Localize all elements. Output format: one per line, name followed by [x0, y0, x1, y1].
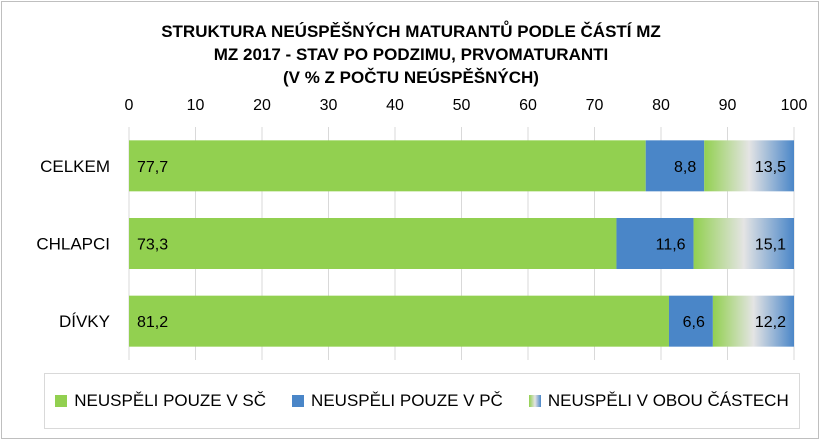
x-tick-label-60: 60: [519, 97, 537, 114]
x-tick-label-100: 100: [781, 97, 808, 114]
data-label-0-series-0: 77,7: [137, 159, 168, 176]
legend-swatch-pc: [292, 395, 305, 407]
legend-item-sc: NEUSPĚLI POUZE V SČ: [55, 391, 266, 411]
bar-0-series-1: [645, 140, 705, 192]
chart-legend: NEUSPĚLI POUZE V SČ NEUSPĚLI POUZE V PČ …: [44, 373, 800, 429]
category-label-2: DÍVKY: [59, 312, 110, 331]
data-label-2-series-0: 81,2: [137, 314, 168, 331]
chart-title-line-1: STRUKTURA NEÚSPĚŠNÝCH MATURANTŮ PODLE ČÁ…: [161, 22, 661, 41]
bar-2-series-2: [712, 295, 794, 347]
bar-2-series-1: [668, 295, 713, 347]
x-tick-label-80: 80: [652, 97, 670, 114]
data-label-1-series-2: 15,1: [755, 237, 786, 254]
bar-1-series-2: [693, 218, 794, 269]
x-tick-label-30: 30: [320, 97, 338, 114]
x-tick-label-20: 20: [253, 97, 271, 114]
legend-swatch-both: [528, 395, 541, 407]
bar-2-series-0: [129, 295, 669, 347]
chart-title-line-2: MZ 2017 - STAV PO PODZIMU, PRVOMATURANTI: [213, 45, 609, 64]
data-label-1-series-0: 73,3: [137, 237, 168, 254]
category-label-1: CHLAPCI: [36, 235, 110, 254]
x-tick-label-40: 40: [386, 97, 404, 114]
x-tick-label-50: 50: [453, 97, 471, 114]
x-tick-label-90: 90: [719, 97, 737, 114]
legend-label-sc: NEUSPĚLI POUZE V SČ: [74, 391, 267, 410]
bar-0-series-0: [129, 140, 646, 192]
legend-label-pc: NEUSPĚLI POUZE V PČ: [311, 391, 503, 410]
legend-swatch-sc: [55, 395, 68, 407]
bar-1-series-1: [616, 218, 694, 269]
legend-item-pc: NEUSPĚLI POUZE V PČ: [292, 391, 503, 411]
data-label-2-series-1: 6,6: [683, 314, 705, 331]
x-tick-label-70: 70: [586, 97, 604, 114]
data-label-2-series-2: 12,2: [755, 314, 786, 331]
data-label-0-series-2: 13,5: [755, 159, 786, 176]
bar-0-series-2: [704, 140, 794, 192]
chart-title: STRUKTURA NEÚSPĚŠNÝCH MATURANTŮ PODLE ČÁ…: [0, 20, 822, 89]
data-label-1-series-1: 11,6: [656, 237, 686, 254]
x-tick-label-0: 0: [125, 97, 134, 114]
legend-item-both: NEUSPĚLI V OBOU ČÁSTECH: [528, 391, 789, 411]
legend-label-both: NEUSPĚLI V OBOU ČÁSTECH: [547, 391, 789, 410]
category-label-0: CELKEM: [40, 157, 110, 176]
data-label-0-series-1: 8,8: [674, 159, 696, 176]
x-tick-label-10: 10: [187, 97, 205, 114]
bar-1-series-0: [129, 218, 617, 269]
chart-title-line-3: (V % Z POČTU NEÚSPĚŠNÝCH): [283, 68, 539, 87]
